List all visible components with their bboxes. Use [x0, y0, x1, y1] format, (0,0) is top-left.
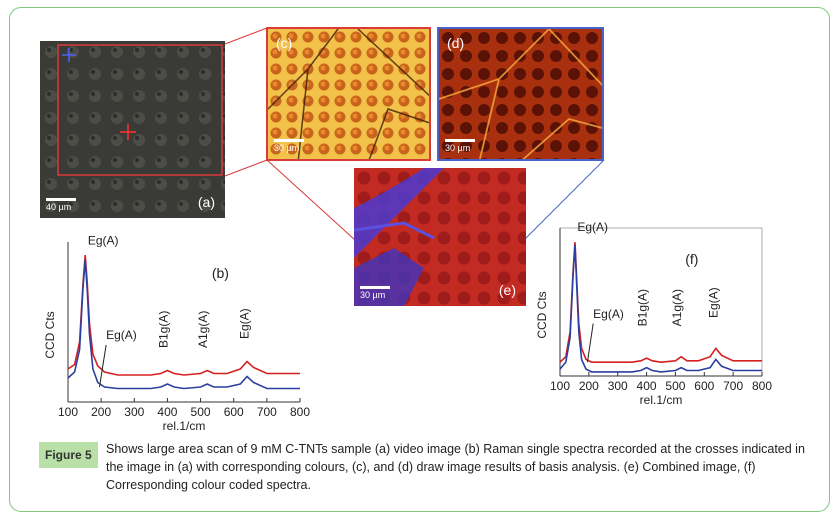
- chart-b-peak-annotation: Eg(A): [88, 234, 119, 248]
- chart-f-x-tick-label: 200: [579, 379, 599, 393]
- chart-f-peak-annotation: A1g(A): [670, 289, 684, 326]
- chart-f-plot-frame: [559, 227, 763, 377]
- panel-c-basis-image: 30 µm (c): [266, 27, 431, 161]
- chart-b-x-tick-label: 700: [257, 405, 277, 419]
- chart-b-peak-annotation: Eg(A): [238, 308, 252, 339]
- panel-a-video-image: 40 µm (a): [40, 41, 225, 218]
- chart-b-panel-label: (b): [212, 265, 229, 281]
- panel-a-texture: [40, 41, 225, 218]
- chart-b-series-blue: [67, 259, 300, 390]
- chart-b-x-tick-label: 800: [290, 405, 310, 419]
- scalebar-c: 30 µm: [274, 139, 304, 153]
- chart-f-panel-label: (f): [685, 251, 698, 267]
- caption-text: Shows large area scan of 9 mM C-TNTs sam…: [106, 442, 805, 492]
- chart-b-x-tick-label: 400: [157, 405, 177, 419]
- chart-b-x-tick-label: 100: [58, 405, 78, 419]
- chart-b-x-tick-label: 500: [191, 405, 211, 419]
- panel-a-label: (a): [197, 194, 215, 210]
- figure-tag: Figure 5: [39, 442, 98, 468]
- chart-f-peak-annotation: Eg(A): [706, 287, 720, 318]
- panel-e-label: (e): [498, 282, 516, 298]
- chart-b-x-tick-label: 300: [124, 405, 144, 419]
- chart-f-x-tick-label: 500: [665, 379, 685, 393]
- chart-f-x-tick-label: 300: [608, 379, 628, 393]
- figure-caption: Figure 5 Shows large area scan of 9 mM C…: [39, 440, 809, 494]
- chart-f-peak-annotation: Eg(A): [577, 220, 608, 234]
- chart-b-peak-annotation: Eg(A): [106, 328, 137, 342]
- chart-b-peak-annotation: B1g(A): [156, 311, 170, 348]
- scalebar-d: 30 µm: [445, 139, 475, 153]
- panel-e-combined-image: 30 µm (e): [354, 168, 526, 306]
- scalebar-a: 40 µm: [46, 198, 76, 212]
- panel-c-label: (c): [276, 35, 293, 51]
- panel-e-texture: [354, 168, 526, 306]
- chart-f-raman-spectra: 100 200 300 400 500 600 700 800 rel.1/cm CCD Cts (…: [535, 220, 772, 407]
- chart-f-series-blue: [559, 244, 762, 373]
- chart-f-x-tick-label: 100: [550, 379, 570, 393]
- chart-f-x-tick-label: 800: [752, 379, 772, 393]
- panel-d-texture: [439, 29, 602, 159]
- chart-b-peak-annotation: A1g(A): [196, 311, 210, 348]
- chart-f-x-tick-label: 600: [694, 379, 714, 393]
- chart-b-series-red: [67, 254, 300, 376]
- chart-b-annotation-leader: [98, 344, 107, 388]
- chart-b-x-axis-label: rel.1/cm: [163, 419, 206, 432]
- chart-f-peak-annotation: Eg(A): [593, 307, 624, 321]
- chart-f-x-tick-label: 400: [637, 379, 657, 393]
- panel-c-texture: [268, 29, 429, 159]
- chart-f-x-tick-label: 700: [723, 379, 743, 393]
- scan-region-box: [57, 44, 223, 176]
- chart-b-y-axis-label: CCD Cts: [43, 311, 57, 358]
- chart-f-y-axis-label: CCD Cts: [535, 291, 549, 338]
- chart-b-raman-spectra: 100 200 300 400 500 600 700 800 rel.1/cm CCD Cts (…: [43, 234, 310, 433]
- panel-d-basis-image: 30 µm (d): [437, 27, 604, 161]
- panel-d-label: (d): [447, 35, 465, 51]
- chart-f-annotation-leader: [586, 323, 594, 363]
- blue-cross-marker: [62, 48, 76, 62]
- chart-b-x-tick-label: 200: [91, 405, 111, 419]
- red-cross-marker: [120, 124, 136, 140]
- chart-b-x-tick-label: 600: [224, 405, 244, 419]
- scalebar-e: 30 µm: [360, 286, 390, 300]
- chart-f-peak-annotation: B1g(A): [636, 289, 650, 326]
- chart-f-x-axis-label: rel.1/cm: [640, 393, 683, 407]
